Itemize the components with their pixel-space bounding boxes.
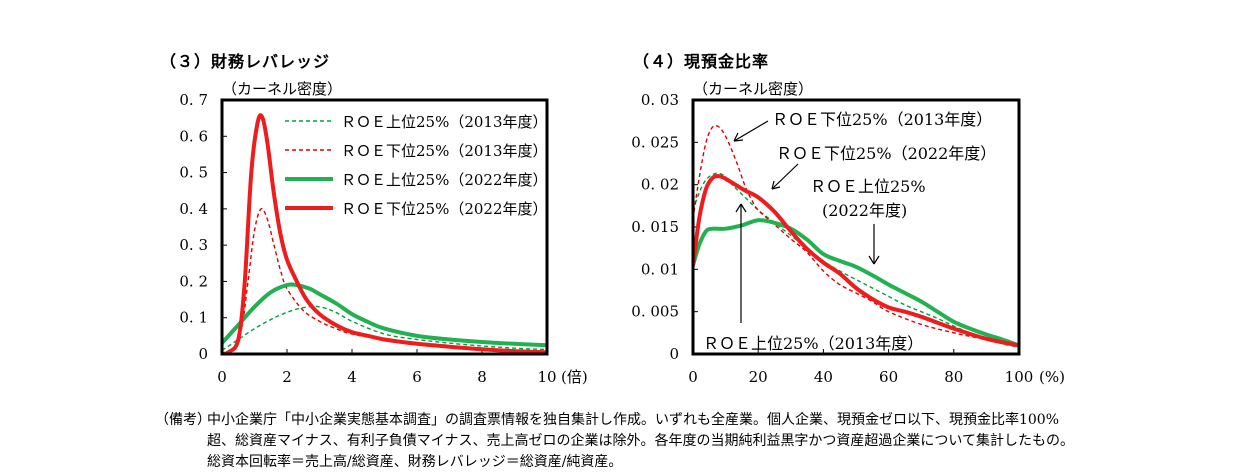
series-line-leverage-1 [222, 207, 547, 354]
annotation-arrowhead [733, 132, 744, 142]
plot-frame-leverage [220, 98, 549, 356]
legend-label: ＲＯＥ下位25%（2022年度） [341, 200, 548, 218]
y-tick-label-leverage: 0. 2 [179, 272, 208, 290]
series-line-cash-1 [693, 124, 1019, 347]
x-tick-label-cash: 100 [1005, 368, 1034, 386]
x-tick-label-cash: 0 [688, 368, 698, 386]
annotation-arrowhead [735, 203, 747, 213]
y-axis-label-leverage: （カーネル密度） [222, 80, 342, 98]
chart-title-cash-ratio: （４）現預金比率 [633, 52, 770, 71]
y-tick-label-cash: 0. 015 [631, 218, 679, 236]
series-line-cash-2 [693, 218, 1019, 348]
x-tick-label-cash: 80 [944, 368, 963, 386]
annotation-arrowhead [868, 255, 880, 265]
annotation-label: ＲＯＥ上位25%（2013年度） [703, 334, 923, 353]
y-tick-label-leverage: 0. 5 [179, 164, 208, 182]
x-unit-leverage: (倍) [561, 368, 588, 386]
legend-label: ＲＯＥ上位25%（2022年度） [341, 171, 548, 189]
note-tag: （備考） [155, 412, 211, 428]
x-tick-label-leverage: 6 [412, 368, 422, 386]
series-line-leverage-3 [222, 113, 547, 354]
series-line-cash-0 [693, 172, 1019, 348]
x-unit-cash: (%) [1039, 368, 1065, 386]
annotation-arrow [771, 163, 799, 190]
x-tick-label-cash: 60 [879, 368, 898, 386]
series-line-cash-3 [693, 174, 1019, 348]
annotation-arrow [733, 120, 769, 142]
y-tick-label-cash: 0. 005 [631, 303, 679, 321]
annotation-label: ＲＯＥ下位25%（2022年度） [776, 144, 996, 163]
annotation-label: (2022年度) [822, 201, 907, 220]
annotation-label: ＲＯＥ上位25% [810, 177, 926, 196]
x-tick-label-cash: 20 [749, 368, 768, 386]
x-tick-label-cash: 40 [814, 368, 833, 386]
y-tick-label-leverage: 0. 3 [179, 236, 208, 254]
plot-frame-cash [691, 98, 1021, 356]
y-tick-label-leverage: 0. 6 [179, 127, 208, 145]
series-line-leverage-0 [222, 305, 547, 351]
y-tick-label-cash: 0 [669, 345, 679, 363]
annotation-label: ＲＯＥ下位25%（2013年度） [772, 110, 992, 129]
x-tick-label-leverage: 2 [282, 368, 292, 386]
y-tick-label-leverage: 0. 4 [179, 200, 208, 218]
y-tick-label-cash: 0. 02 [641, 176, 679, 194]
x-tick-label-leverage: 0 [217, 368, 227, 386]
legend-label: ＲＯＥ上位25%（2013年度） [341, 113, 548, 131]
note-text: 中小企業庁「中小企業実態基本調査」の調査票情報を独自集計し作成。いずれも全産業。… [207, 412, 1075, 470]
y-axis-label-cash: （カーネル密度） [693, 80, 813, 98]
y-tick-label-leverage: 0. 7 [179, 91, 208, 109]
y-tick-label-cash: 0. 03 [641, 91, 679, 109]
y-tick-label-leverage: 0. 1 [179, 309, 208, 327]
x-tick-label-leverage: 8 [477, 368, 487, 386]
legend-label: ＲＯＥ下位25%（2013年度） [341, 142, 548, 160]
x-tick-label-leverage: 4 [347, 368, 357, 386]
annotation-arrowhead [771, 180, 781, 190]
y-tick-label-cash: 0. 01 [641, 260, 679, 278]
series-line-leverage-2 [222, 282, 547, 348]
x-tick-label-leverage: 10 [537, 368, 556, 386]
chart-title-leverage: （３）財務レバレッジ [160, 52, 331, 71]
y-tick-label-leverage: 0 [198, 345, 208, 363]
y-tick-label-cash: 0. 025 [631, 133, 679, 151]
